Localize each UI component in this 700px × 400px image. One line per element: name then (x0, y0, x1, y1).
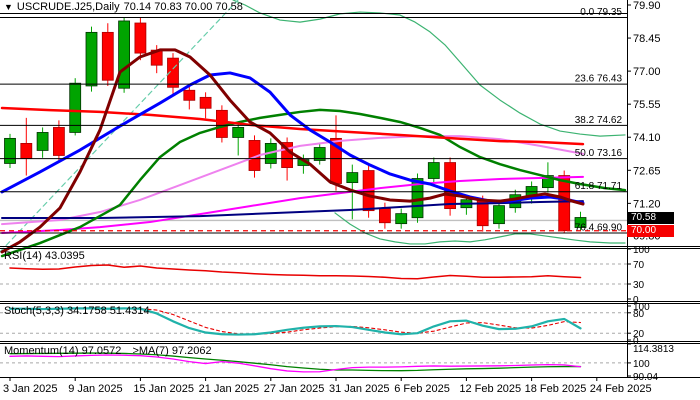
ma-red (0, 106, 585, 146)
candle-3 (53, 127, 65, 156)
candle-5 (85, 31, 98, 87)
candle-23 (378, 208, 391, 224)
svg-text:77.00: 77.00 (633, 66, 661, 78)
candle-4 (69, 82, 82, 133)
chart-dropdown-icon[interactable]: ▼ (4, 1, 13, 12)
ma-magenta (1, 175, 584, 234)
svg-text:114.3813: 114.3813 (633, 344, 674, 355)
candle-2 (36, 132, 49, 151)
time-axis[interactable]: 3 Jan 2025 9 Jan 2025 15 Jan 2025 21 Jan 20… (3, 377, 652, 395)
fibonacci-levels: 0.0 79.35 23.6 76.43 38.2 74.62 50.0 73.16 6… (0, 7, 627, 234)
momentum-label: Momentum(14) 97.0572 >MA(7) 97.2062 (4, 345, 212, 357)
svg-text:3 Jan 2025: 3 Jan 2025 (3, 383, 57, 395)
svg-text:50.0 73.16: 50.0 73.16 (575, 148, 623, 159)
stoch-label: Stoch(5,3,3) 34.1758 51.4314 (4, 305, 150, 317)
momentum-ma-value: >MA(7) 97.2062 (132, 345, 212, 357)
svg-text:79.90: 79.90 (633, 0, 661, 12)
svg-text:21 Jan 2025: 21 Jan 2025 (199, 383, 260, 395)
chart-symbol-title: USCRUDE.J25,Daily (16, 1, 120, 13)
candle-24 (395, 213, 408, 225)
chart-quote-ohlc: 70.14 70.83 70.00 70.58 (123, 1, 243, 13)
svg-text:31 Jan 2025: 31 Jan 2025 (329, 383, 390, 395)
svg-text:74.10: 74.10 (633, 132, 661, 144)
candle-34 (558, 175, 571, 232)
rsi-panel: 100 70 30 0 (0, 245, 650, 306)
momentum-panel: 114.3813 100 90.04 (0, 343, 674, 383)
svg-text:0.0 79.35: 0.0 79.35 (580, 7, 622, 18)
svg-text:27 Jan 2025: 27 Jan 2025 (264, 383, 325, 395)
candle-11 (183, 89, 196, 101)
ma-green (0, 108, 627, 258)
candles-layer (4, 17, 587, 233)
candle-8 (134, 22, 147, 54)
rsi-label: RSI(14) 43.0395 (4, 250, 85, 262)
chart-title-bar: ▼ USCRUDE.J25,Daily 70.14 70.83 70.00 70… (4, 1, 243, 13)
svg-text:76.4 69.90: 76.4 69.90 (575, 223, 623, 234)
candle-35 (574, 217, 587, 228)
svg-text:100: 100 (633, 359, 650, 370)
svg-text:30: 30 (633, 280, 645, 291)
candle-33 (542, 175, 554, 189)
candle-26 (427, 162, 440, 179)
svg-text:72.65: 72.65 (633, 165, 661, 177)
ma-maroon (0, 48, 585, 254)
bid-price-box: 70.58 (627, 212, 674, 224)
svg-text:100: 100 (633, 245, 650, 256)
svg-text:38.2 74.62: 38.2 74.62 (575, 115, 623, 126)
candle-14 (232, 127, 245, 138)
candle-1 (20, 142, 33, 159)
svg-text:0: 0 (633, 336, 639, 347)
svg-text:71.20: 71.20 (633, 198, 661, 210)
candle-6 (101, 31, 114, 81)
candle-10 (167, 57, 179, 88)
candle-19 (313, 147, 326, 161)
svg-text:9 Jan 2025: 9 Jan 2025 (68, 383, 122, 395)
svg-text:24 Feb 2025: 24 Feb 2025 (590, 383, 652, 395)
candle-21 (346, 172, 359, 184)
svg-text:75.55: 75.55 (633, 99, 661, 111)
svg-text:15 Jan 2025: 15 Jan 2025 (133, 383, 194, 395)
svg-text:23.6 76.43: 23.6 76.43 (575, 74, 623, 85)
candle-13 (215, 109, 228, 138)
candle-30 (493, 205, 505, 225)
panel-borders (0, 0, 700, 378)
candle-12 (199, 96, 212, 109)
svg-text:0: 0 (633, 295, 639, 306)
candle-7 (118, 20, 130, 89)
svg-text:6 Feb 2025: 6 Feb 2025 (394, 383, 450, 395)
candle-0 (4, 137, 16, 164)
svg-text:12 Feb 2025: 12 Feb 2025 (459, 383, 521, 395)
svg-text:90.04: 90.04 (633, 372, 658, 383)
momentum-value: Momentum(14) 97.0572 (4, 345, 122, 357)
candle-27 (444, 162, 457, 210)
svg-text:80: 80 (633, 309, 645, 320)
svg-text:100: 100 (633, 302, 650, 313)
svg-text:78.45: 78.45 (633, 33, 661, 45)
svg-text:61.8 71.71: 61.8 71.71 (575, 181, 623, 192)
ma-navy (1, 200, 584, 219)
price-line-box: 70.00 (627, 225, 674, 237)
svg-text:20: 20 (633, 329, 645, 340)
svg-text:18 Feb 2025: 18 Feb 2025 (525, 383, 587, 395)
moving-averages (0, 48, 627, 258)
svg-text:70: 70 (633, 260, 645, 271)
